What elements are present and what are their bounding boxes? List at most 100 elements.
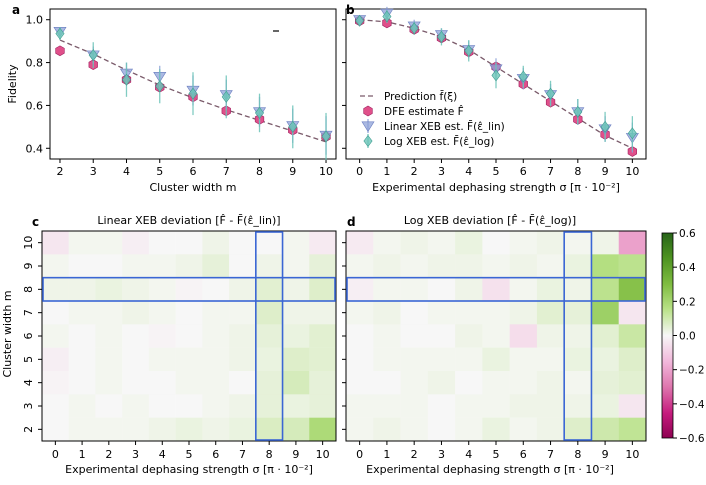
x-tick-label: 3 bbox=[438, 448, 445, 461]
x-tick-label: 0 bbox=[356, 165, 363, 178]
heatmap-cell bbox=[122, 324, 150, 348]
heatmap-cell bbox=[282, 394, 310, 418]
heatmap-cell bbox=[229, 324, 257, 348]
heatmap-cell bbox=[68, 324, 96, 348]
colorbar-gradient bbox=[661, 232, 674, 439]
x-tick-label: 3 bbox=[438, 165, 445, 178]
x-tick-label: 6 bbox=[520, 165, 527, 178]
heatmap-cell bbox=[42, 277, 69, 302]
heatmap-cell bbox=[148, 417, 176, 442]
x-tick-label: 7 bbox=[223, 165, 230, 178]
heatmap-cell bbox=[455, 417, 483, 442]
x-tick-label: 9 bbox=[292, 448, 299, 461]
heatmap-cell bbox=[400, 417, 429, 442]
highlight-column-box bbox=[255, 231, 284, 441]
heatmap-cell bbox=[536, 417, 565, 442]
heatmap-cell bbox=[255, 324, 283, 348]
colorbar-tick-label: −0.4 bbox=[679, 399, 705, 411]
heatmap-cell bbox=[373, 254, 401, 278]
heatmap-cell bbox=[95, 394, 123, 418]
heatmap-cell bbox=[509, 394, 538, 418]
x-tick-label: 8 bbox=[266, 448, 273, 461]
heatmap-cell bbox=[42, 301, 69, 325]
panel-a-xlabel: Cluster width m bbox=[149, 181, 236, 194]
heatmap-cell bbox=[618, 394, 647, 418]
heatmap-cell bbox=[229, 417, 257, 442]
highlight-row-box bbox=[42, 276, 336, 302]
heatmap-cell bbox=[618, 371, 647, 395]
heatmap-cell bbox=[618, 347, 647, 372]
heatmap-cell bbox=[42, 394, 69, 418]
heatmap-cell bbox=[148, 301, 176, 325]
heatmap-cell bbox=[229, 231, 257, 255]
heatmap-cell bbox=[95, 277, 123, 302]
heatmap-cell bbox=[346, 417, 374, 442]
log-xeb-point bbox=[121, 73, 131, 86]
heatmap-cell bbox=[536, 324, 565, 348]
heatmap-cell bbox=[122, 417, 150, 442]
heatmap-cell bbox=[309, 231, 337, 255]
heatmap-cell bbox=[282, 254, 310, 278]
panel-c-xlabel: Experimental dephasing strength σ [π · 1… bbox=[65, 463, 313, 476]
heatmap-cell bbox=[42, 417, 69, 442]
heatmap-cell bbox=[427, 254, 456, 278]
legend: Prediction f̄(ξ) DFE estimate F̂ Linear XE… bbox=[360, 90, 505, 148]
legend-label: Prediction f̄(ξ) bbox=[384, 90, 457, 103]
x-tick-label: 7 bbox=[547, 448, 554, 461]
heatmap-cell bbox=[536, 277, 565, 302]
legend-label: Linear XEB est. F̄(ε̂_lin) bbox=[384, 120, 505, 133]
panel-label-d: d bbox=[347, 215, 356, 229]
heatmap-cell bbox=[509, 254, 538, 278]
heatmap-cell bbox=[68, 371, 96, 395]
heatmap-cell bbox=[427, 371, 456, 395]
heatmap-cell bbox=[122, 394, 150, 418]
heatmap-cell bbox=[95, 347, 123, 372]
heatmap-cell bbox=[95, 231, 123, 255]
log-xeb-point bbox=[518, 70, 528, 83]
heatmap-cell bbox=[42, 324, 69, 348]
panel-a-ylabel: Fidelity bbox=[6, 64, 19, 104]
x-tick-label: 3 bbox=[132, 448, 139, 461]
panel-label-c: c bbox=[32, 215, 39, 229]
heatmap-cell bbox=[68, 347, 96, 372]
heatmap-cell bbox=[536, 231, 565, 255]
heatmap-cell bbox=[455, 347, 483, 372]
heatmap-cell bbox=[373, 324, 401, 348]
heatmap-cell bbox=[255, 417, 283, 442]
heatmap-cell bbox=[536, 371, 565, 395]
heatmap-cell bbox=[95, 417, 123, 442]
heatmap-cell bbox=[202, 324, 230, 348]
panel-label-b: b bbox=[346, 3, 355, 17]
heatmap-cell bbox=[482, 231, 510, 255]
heatmap-cell bbox=[564, 394, 592, 418]
heatmap-cell bbox=[346, 371, 374, 395]
log-xeb-point bbox=[546, 87, 556, 100]
highlight-column-box bbox=[563, 231, 593, 441]
heatmap-cell bbox=[564, 277, 592, 302]
heatmap-cell bbox=[427, 277, 456, 302]
y-tick-label: 0.8 bbox=[26, 57, 44, 70]
panel-b-xlabel: Experimental dephasing strength σ [π · 1… bbox=[372, 181, 620, 194]
dfe-point bbox=[55, 45, 65, 57]
y-tick-label: 3 bbox=[22, 403, 35, 410]
heatmap-cell bbox=[591, 231, 619, 255]
heatmap-cell bbox=[309, 347, 337, 372]
heatmap-cell bbox=[68, 301, 96, 325]
x-tick-label: 0 bbox=[52, 448, 59, 461]
x-tick-label: 5 bbox=[186, 448, 193, 461]
colorbar-tick-label: 0.0 bbox=[679, 331, 696, 343]
log-xeb-point bbox=[382, 10, 392, 23]
x-tick-label: 5 bbox=[493, 448, 500, 461]
heatmap-cell bbox=[427, 231, 456, 255]
heatmap-cell bbox=[309, 277, 337, 302]
panel-c: Linear XEB deviation [F̂ - F̄(ε̂_lin)] C… bbox=[1, 214, 337, 476]
heatmap-cell bbox=[202, 371, 230, 395]
heatmap-cell bbox=[455, 231, 483, 255]
heatmap-cell bbox=[255, 254, 283, 278]
heatmap-cell bbox=[175, 371, 203, 395]
heatmap-cell bbox=[536, 347, 565, 372]
x-tick-label: 2 bbox=[56, 165, 63, 178]
heatmap-cell bbox=[175, 277, 203, 302]
log-xeb-point bbox=[288, 120, 298, 133]
heatmap-cell bbox=[618, 254, 647, 278]
